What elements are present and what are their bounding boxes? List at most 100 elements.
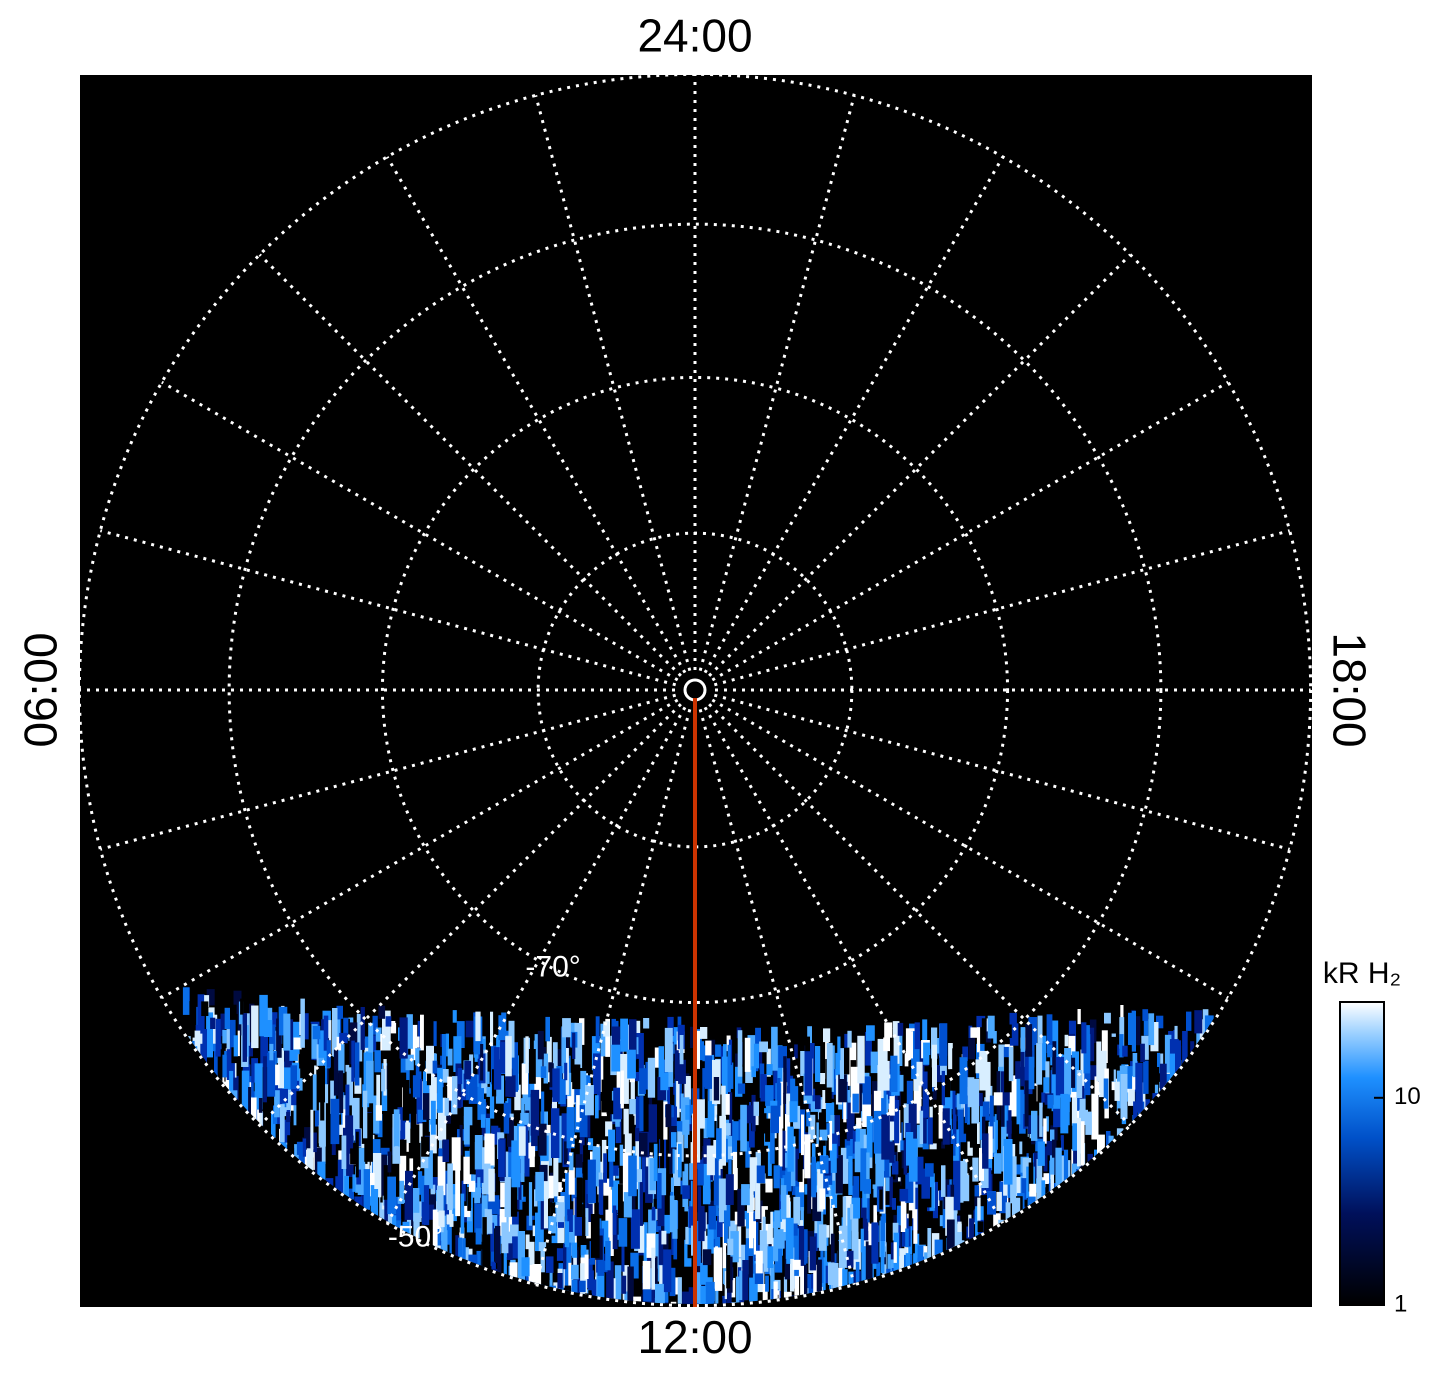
emission-cell [393, 1177, 402, 1221]
emission-cell [866, 1152, 870, 1199]
emission-cell [807, 1274, 816, 1304]
emission-cell [1125, 1066, 1133, 1089]
emission-cell [591, 1279, 598, 1300]
emission-cell [704, 1087, 708, 1118]
emission-cell [489, 1082, 495, 1119]
emission-cell [556, 1304, 565, 1343]
emission-cell [788, 1187, 795, 1232]
emission-cell [800, 1051, 805, 1076]
emission-cell [549, 1063, 554, 1088]
emission-cell [774, 1229, 784, 1249]
emission-cell [745, 1105, 752, 1124]
emission-cell [673, 1222, 678, 1260]
lt-line [698, 708, 856, 1286]
emission-cell [324, 1084, 329, 1104]
emission-cell [1031, 1110, 1038, 1141]
emission-cell [618, 1218, 628, 1247]
emission-cell [593, 1053, 601, 1095]
emission-cell [564, 1062, 568, 1081]
lt-line [99, 529, 677, 687]
emission-cell [528, 1049, 536, 1084]
emission-cell [941, 1165, 946, 1197]
emission-cell [229, 1070, 234, 1100]
emission-cell [630, 1209, 640, 1249]
lt-line [711, 698, 1229, 1000]
emission-cell [672, 1200, 678, 1239]
emission-cell [1053, 1108, 1062, 1128]
emission-cell [760, 1113, 767, 1134]
emission-cell [310, 1024, 318, 1059]
emission-cell [773, 1165, 780, 1189]
emission-cell [749, 1168, 756, 1192]
emission-cell [1001, 1099, 1008, 1137]
emission-cell [1045, 1116, 1049, 1132]
emission-cell [423, 1093, 430, 1120]
emission-cell [348, 1188, 354, 1200]
emission-cell [1077, 1009, 1081, 1025]
emission-cell [469, 1125, 475, 1175]
emission-cell [202, 1029, 207, 1077]
emission-cell [468, 1180, 476, 1192]
emission-cell [355, 1131, 359, 1178]
emission-cell [892, 1222, 899, 1241]
emission-cell [592, 1146, 601, 1187]
emission-cell [210, 1304, 218, 1346]
emission-cell [780, 1185, 787, 1220]
emission-cell [685, 1105, 690, 1120]
emission-cell [945, 1144, 954, 1180]
emission-cell [233, 990, 242, 1036]
emission-cell [806, 1111, 811, 1127]
emission-cell [767, 1231, 772, 1259]
emission-cell [553, 1158, 559, 1198]
emission-cell [1171, 1303, 1175, 1304]
emission-cell [442, 1170, 451, 1216]
emission-cell [846, 1250, 854, 1268]
emission-cell [898, 1074, 904, 1092]
emission-cell [793, 1196, 801, 1225]
emission-cell [511, 1140, 521, 1188]
emission-cell [713, 1077, 720, 1101]
emission-cell [884, 1089, 893, 1110]
emission-cell [826, 1123, 830, 1135]
emission-cell [429, 1077, 437, 1119]
emission-cell [251, 1005, 259, 1049]
emission-cell [540, 1066, 547, 1078]
emission-cell [374, 1050, 381, 1073]
emission-cell [517, 1231, 525, 1281]
emission-cell [475, 1169, 484, 1183]
emission-cell [556, 1248, 566, 1261]
emission-cell [925, 1163, 934, 1177]
emission-cell [1028, 1162, 1034, 1192]
emission-cell [1060, 1093, 1069, 1134]
emission-cell [977, 1197, 981, 1221]
emission-cell [375, 1105, 382, 1121]
emission-cell [478, 1308, 481, 1322]
emission-cell [402, 1080, 410, 1121]
emission-cell [782, 1130, 786, 1171]
emission-cell [530, 1077, 535, 1094]
emission-cell [678, 1143, 682, 1178]
emission-cell [339, 1302, 343, 1304]
emission-cell [700, 1027, 708, 1039]
emission-cell [756, 1165, 765, 1184]
emission-cell [770, 1105, 779, 1134]
emission-cell [665, 1104, 672, 1128]
emission-cell [491, 1195, 500, 1215]
emission-cell [969, 1307, 974, 1331]
emission-cell [330, 1080, 336, 1114]
emission-cell [614, 1265, 622, 1304]
emission-cell [890, 1259, 895, 1272]
emission-cell [913, 1074, 922, 1124]
emission-cell [588, 1138, 594, 1150]
emission-cell [197, 994, 205, 1044]
emission-cell [862, 1080, 871, 1101]
emission-cell [713, 1247, 723, 1291]
emission-cell [363, 1090, 368, 1139]
emission-cell [667, 1016, 674, 1036]
emission-cell [676, 1068, 680, 1118]
emission-cell [352, 1174, 356, 1192]
emission-cell [498, 1139, 505, 1177]
emission-cell [1104, 1012, 1111, 1024]
emission-cell [1166, 1006, 1174, 1031]
